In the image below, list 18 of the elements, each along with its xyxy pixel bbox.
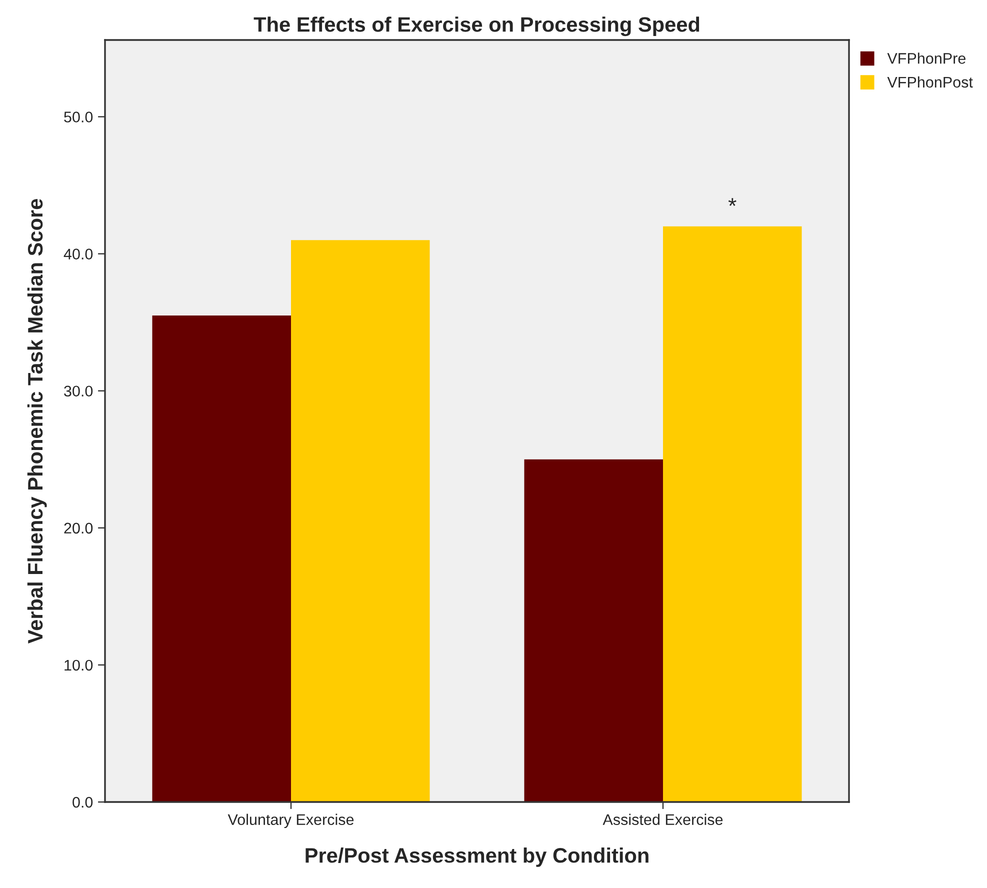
x-axis-title: Pre/Post Assessment by Condition (306, 847, 648, 867)
y-tick-label: 0.0 (72, 796, 93, 808)
y-axis-title: Verbal Fluency Phonemic Task Median Score (27, 199, 47, 644)
y-tick-label: 50.0 (64, 112, 93, 122)
x-tick-label: Voluntary Exercise (228, 814, 354, 828)
y-tick-label: 20.0 (64, 522, 93, 534)
y-tick-label: 40.0 (64, 248, 93, 260)
y-tick-label: 10.0 (64, 660, 93, 671)
bar (152, 315, 291, 802)
y-tick-label: 30.0 (64, 386, 93, 397)
bar (291, 240, 430, 802)
bar (663, 226, 802, 802)
bar (524, 459, 663, 802)
legend-label: VFPhonPost (887, 76, 973, 88)
legend-label: VFPhonPre (887, 52, 966, 64)
x-tick-label: Assisted Exercise (602, 814, 723, 826)
annotation: * (728, 198, 736, 206)
chart-title: The Effects of Exercise on Processing Speed (254, 16, 700, 36)
